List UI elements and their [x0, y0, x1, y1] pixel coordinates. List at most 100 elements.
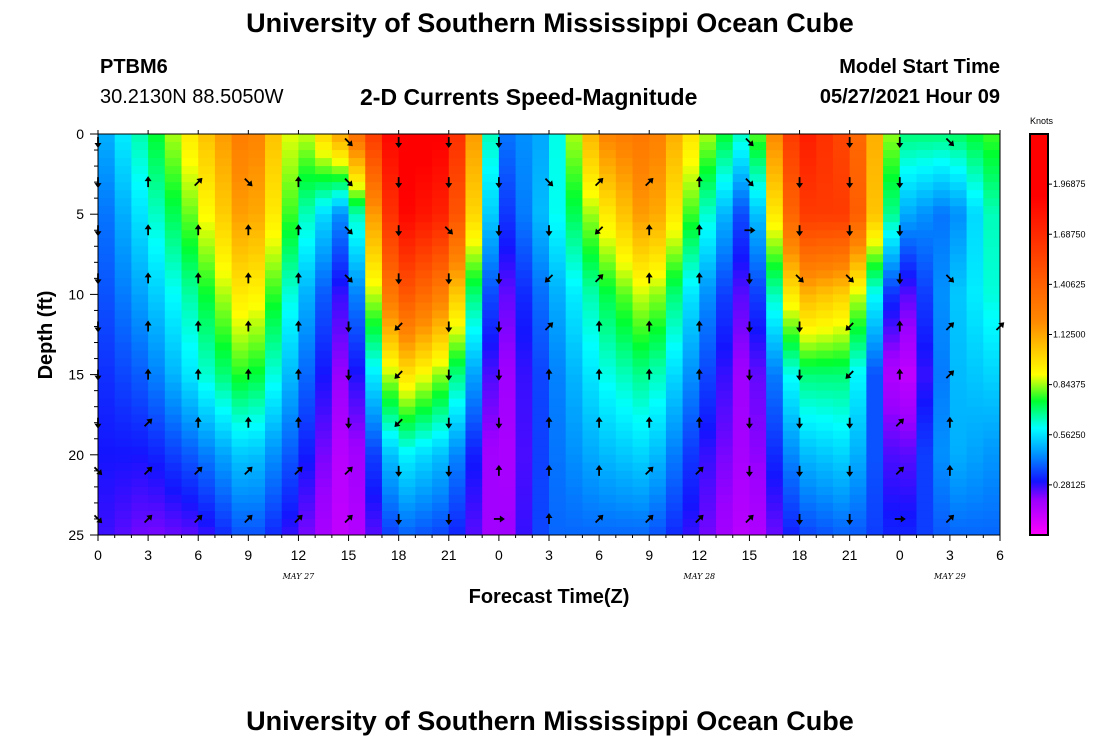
heatmap-cell: [298, 286, 316, 295]
heatmap-cell: [181, 462, 199, 472]
heatmap-cell: [398, 334, 416, 344]
heatmap-cell: [832, 182, 851, 191]
heatmap-cell: [482, 430, 500, 440]
heatmap-cell: [933, 518, 951, 528]
heatmap-cell: [565, 342, 584, 352]
heatmap-cell: [665, 158, 684, 167]
heatmap-cell: [532, 254, 550, 263]
heatmap-cell: [682, 158, 700, 167]
heatmap-cell: [348, 510, 366, 520]
heatmap-cell: [181, 134, 199, 143]
heatmap-cell: [899, 190, 918, 199]
heatmap-cell: [649, 398, 667, 408]
heatmap-cell: [114, 390, 133, 400]
heatmap-cell: [883, 302, 901, 312]
heatmap-cell: [98, 206, 116, 215]
heatmap-cell: [632, 470, 650, 480]
heatmap-cell: [899, 438, 918, 448]
heatmap-cell: [682, 398, 700, 408]
heatmap-cell: [933, 278, 951, 287]
heatmap-cell: [949, 398, 968, 408]
heatmap-cell: [498, 502, 517, 512]
heatmap-cell: [248, 366, 266, 376]
heatmap-cell: [565, 150, 584, 159]
heatmap-cell: [214, 518, 233, 528]
heatmap-cell: [749, 446, 767, 456]
heatmap-cell: [448, 302, 467, 312]
heatmap-cell: [899, 134, 918, 143]
heatmap-cell: [799, 486, 817, 496]
heatmap-cell: [448, 190, 467, 199]
heatmap-cell: [181, 406, 199, 416]
heatmap-cell: [732, 366, 751, 376]
heatmap-cell: [599, 382, 617, 392]
heatmap-cell: [98, 286, 116, 295]
heatmap-cell: [315, 198, 333, 207]
heatmap-cell: [799, 182, 817, 191]
heatmap-cell: [849, 406, 867, 416]
heatmap-cell: [832, 214, 851, 223]
heatmap-cell: [866, 310, 884, 320]
heatmap-cell: [248, 382, 266, 392]
heatmap-cell: [381, 270, 400, 279]
heatmap-cell: [214, 150, 233, 159]
heatmap-cell: [799, 230, 817, 239]
heatmap-cell: [749, 262, 767, 271]
heatmap-cell: [181, 158, 199, 167]
heatmap-cell: [432, 214, 450, 223]
heatmap-cell: [198, 342, 216, 352]
heatmap-cell: [749, 494, 767, 504]
colorbar-units: Knots: [1030, 116, 1054, 126]
heatmap-cell: [331, 206, 350, 215]
heatmap-cell: [532, 446, 550, 456]
heatmap-cell: [181, 414, 199, 424]
heatmap-cell: [883, 374, 901, 384]
heatmap-cell: [916, 454, 934, 464]
heatmap-cell: [682, 470, 700, 480]
heatmap-cell: [632, 430, 650, 440]
heatmap-cell: [482, 358, 500, 368]
heatmap-cell: [98, 238, 116, 247]
heatmap-cell: [599, 158, 617, 167]
heatmap-cell: [649, 486, 667, 496]
heatmap-cell: [933, 238, 951, 247]
heatmap-cell: [732, 510, 751, 520]
heatmap-cell: [348, 254, 366, 263]
heatmap-cell: [114, 190, 133, 199]
heatmap-cell: [682, 222, 700, 231]
heatmap-cell: [632, 294, 650, 304]
heatmap-cell: [816, 134, 834, 143]
heatmap-cell: [498, 310, 517, 320]
heatmap-cell: [582, 334, 600, 344]
heatmap-cell: [899, 294, 918, 304]
heatmap-cell: [816, 438, 834, 448]
heatmap-cell: [582, 430, 600, 440]
heatmap-cell: [181, 286, 199, 295]
heatmap-cell: [866, 158, 884, 167]
heatmap-cell: [131, 230, 149, 239]
heatmap-cell: [515, 158, 533, 167]
heatmap-cell: [565, 358, 584, 368]
heatmap-cell: [515, 334, 533, 344]
heatmap-cell: [381, 462, 400, 472]
heatmap-cell: [816, 390, 834, 400]
heatmap-cell: [131, 462, 149, 472]
heatmap-cell: [465, 198, 483, 207]
heatmap-cell: [181, 302, 199, 312]
current-arrow: [545, 512, 553, 524]
heatmap-cell: [281, 318, 300, 328]
heatmap-cell: [949, 494, 968, 504]
heatmap-cell: [699, 294, 717, 304]
heatmap-cell: [832, 470, 851, 480]
heatmap-cell: [849, 230, 867, 239]
heatmap-cell: [381, 286, 400, 295]
current-arrow: [244, 320, 252, 332]
heatmap-cell: [498, 238, 517, 247]
heatmap-cell: [615, 222, 634, 231]
heatmap-cell: [98, 382, 116, 392]
heatmap-cell: [265, 454, 283, 464]
heatmap-cell: [498, 486, 517, 496]
heatmap-cell: [415, 430, 433, 440]
heatmap-cell: [866, 278, 884, 287]
heatmap-cell: [699, 230, 717, 239]
